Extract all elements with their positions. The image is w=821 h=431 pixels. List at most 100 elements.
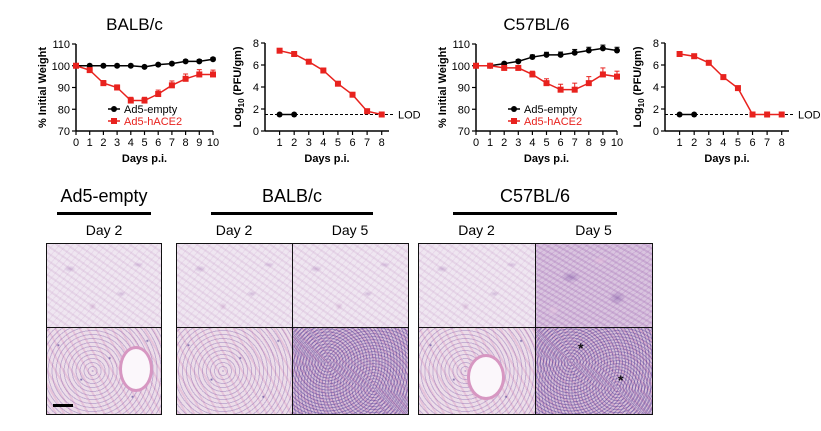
day-label-c57bl6-day5: Day 5: [575, 222, 612, 238]
group-title-ad5-empty: Ad5-empty: [60, 186, 148, 206]
histology-c57bl6-day5-low: [535, 243, 653, 328]
x-axis-label: Days p.i.: [304, 153, 349, 165]
data-point: [585, 80, 592, 87]
y-tick-label: 70: [58, 126, 70, 138]
x-tick-label: 8: [586, 137, 592, 149]
y-tick-label: 6: [253, 60, 259, 72]
x-tick-label: 7: [572, 137, 578, 149]
data-point: [364, 108, 371, 115]
y-tick-label: 90: [458, 83, 470, 95]
histology-c57bl6-day2-high: [418, 327, 536, 415]
c57bl6-weight-chart: 70 80 90 100 110 0 1 2 3 4 5 6 7 8 9 10 Days p.i. % Initi…: [437, 15, 623, 165]
data-point: [691, 111, 698, 118]
x-tick-label: 4: [128, 137, 134, 149]
data-point: [349, 91, 356, 98]
y-tick-label: 0: [653, 126, 659, 138]
y-tick-label: 8: [253, 38, 259, 50]
y-tick-label: 100: [452, 61, 470, 73]
x-tick-label: 2: [691, 137, 697, 149]
x-tick-label: 8: [779, 137, 785, 149]
y-tick-label: 80: [58, 104, 70, 116]
data-point: [73, 62, 79, 69]
x-tick-label: 8: [183, 137, 189, 149]
data-point: [614, 47, 620, 54]
histology-ad5-empty-day2-low: [46, 243, 162, 328]
group-underline-ad5-empty: [57, 212, 151, 215]
legend-marker: [511, 106, 517, 112]
y-tick-label: 4: [653, 82, 659, 94]
x-tick-label: 4: [720, 137, 726, 149]
y-tick-label: 2: [253, 104, 259, 116]
data-point: [734, 85, 741, 92]
data-point: [114, 62, 121, 69]
data-point: [276, 47, 283, 54]
data-point: [100, 80, 107, 87]
scale-bar: [53, 404, 73, 407]
histology-balbc-day2-high: [176, 327, 293, 415]
x-tick-label: 3: [706, 137, 712, 149]
data-point: [487, 62, 494, 69]
x-tick-label: 6: [749, 137, 755, 149]
data-point: [114, 84, 121, 91]
data-point: [764, 111, 771, 118]
y-tick-label: 2: [653, 104, 659, 116]
x-tick-label: 1: [87, 137, 93, 149]
y-axis-label: % Initial Weight: [437, 47, 449, 128]
legend-marker: [111, 118, 117, 124]
histology-c57bl6-day2-low: [418, 243, 536, 328]
group-underline-balbc: [211, 212, 373, 215]
x-tick-label: 8: [379, 137, 385, 149]
legend-entry: Ad5-empty: [524, 104, 578, 116]
day-label-ad5-empty-day2: Day 2: [85, 222, 123, 238]
histology-ad5-empty-day2-high: [46, 327, 162, 415]
data-point: [196, 71, 203, 78]
data-point: [676, 51, 683, 57]
x-tick-label: 1: [487, 137, 493, 149]
x-tick-label: 7: [764, 137, 770, 149]
asterisk-marker: *: [578, 340, 584, 356]
data-point: [182, 58, 189, 65]
lod-label: LOD: [798, 110, 821, 122]
legend-entry: Ad5-empty: [124, 104, 178, 116]
data-point: [127, 62, 134, 69]
data-point: [141, 63, 148, 70]
asterisk-marker: *: [618, 372, 624, 388]
series-line: [75, 65, 213, 102]
day-label-balbc-day5: Day 5: [331, 222, 369, 238]
series-line: [679, 53, 782, 116]
lod-label: LOD: [398, 110, 421, 122]
series-line: [279, 49, 382, 116]
x-tick-label: 2: [100, 137, 106, 149]
data-point: [778, 111, 785, 118]
airway-lumen: [119, 346, 153, 392]
y-tick-label: 6: [653, 60, 659, 72]
y-tick-label: 70: [458, 126, 470, 138]
legend-marker: [511, 118, 517, 124]
x-tick-label: 6: [155, 137, 161, 149]
data-point: [100, 62, 107, 69]
data-point: [529, 54, 536, 61]
y-tick-label: 0: [253, 126, 259, 138]
data-point: [168, 60, 175, 67]
x-tick-label: 6: [349, 137, 355, 149]
data-point: [291, 111, 298, 118]
data-point: [599, 45, 606, 52]
x-tick-label: 3: [114, 137, 120, 149]
x-tick-label: 10: [207, 137, 219, 149]
x-tick-label: 5: [735, 137, 741, 149]
data-point: [378, 111, 385, 118]
x-tick-label: 0: [473, 137, 479, 149]
x-tick-label: 4: [320, 137, 326, 149]
histology-c57bl6-day5-high: * *: [535, 327, 653, 415]
data-point: [571, 49, 578, 56]
x-tick-label: 0: [73, 137, 79, 149]
histology-balbc-day5-high: [292, 327, 409, 415]
data-point: [720, 74, 727, 81]
data-point: [515, 64, 522, 71]
data-point: [676, 111, 683, 118]
x-tick-label: 3: [306, 137, 312, 149]
x-tick-label: 5: [141, 137, 147, 149]
